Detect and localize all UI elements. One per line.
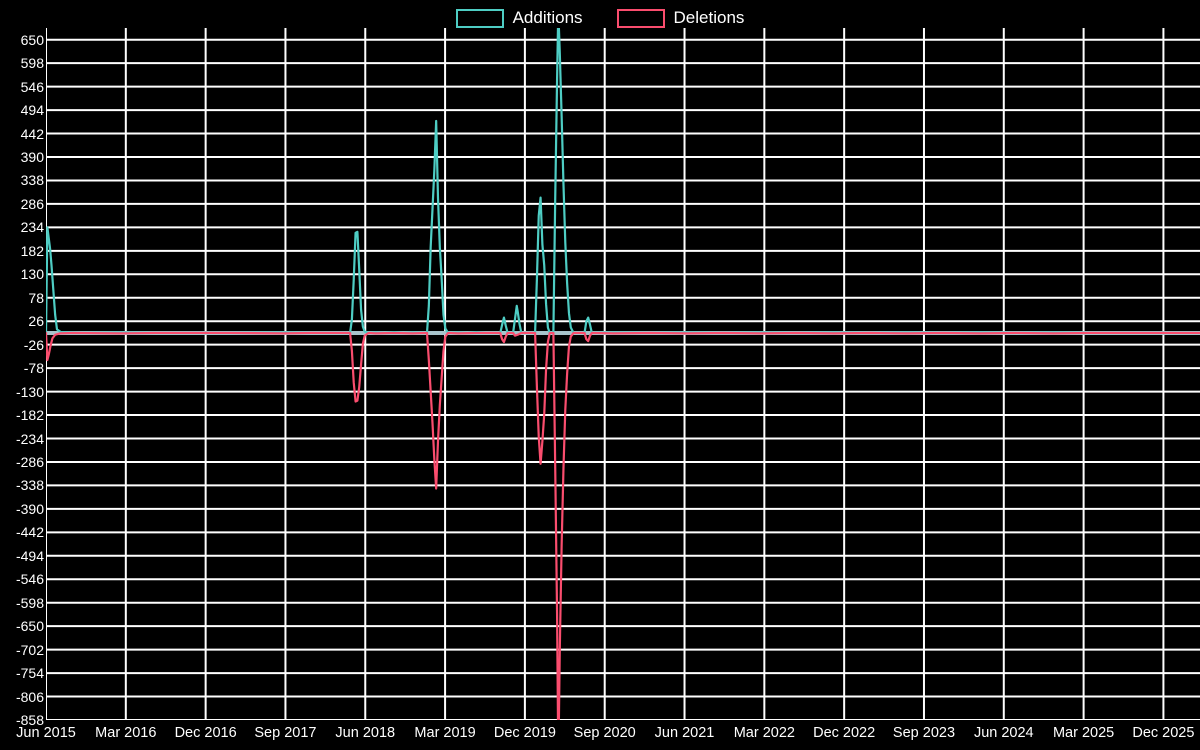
chart-legend: Additions Deletions (0, 0, 1200, 36)
x-tick-label: Mar 2016 (95, 725, 157, 741)
y-tick-label: -78 (23, 360, 44, 377)
y-tick-label: -130 (15, 383, 44, 400)
x-tick-label: Sep 2017 (254, 725, 317, 741)
horizontal-gridlines (46, 38, 1200, 720)
y-tick-label: -754 (15, 665, 44, 682)
y-tick-label: 650 (20, 31, 44, 48)
vertical-gridlines (46, 28, 1165, 720)
y-tick-label: 78 (28, 289, 44, 306)
y-tick-label: 390 (20, 149, 44, 166)
legend-entry-deletions[interactable]: Deletions (616, 8, 745, 28)
y-tick-label: -338 (15, 477, 44, 494)
x-tick-label: Jun 2018 (335, 725, 396, 741)
x-tick-label: Sep 2020 (573, 725, 636, 741)
y-tick-label: -390 (15, 500, 44, 517)
x-tick-label: Jun 2015 (16, 725, 76, 741)
y-tick-label: 494 (20, 102, 44, 119)
x-tick-label: Dec 2016 (174, 725, 237, 741)
y-tick-label: 26 (28, 313, 44, 330)
y-tick-label: -26 (23, 336, 44, 353)
y-tick-label: -858 (15, 712, 44, 728)
legend-label-deletions: Deletions (673, 8, 745, 27)
x-tick-label: Dec 2019 (493, 725, 556, 741)
x-tick-label: Sep 2023 (892, 725, 956, 741)
x-tick-label: Mar 2025 (1052, 725, 1115, 741)
x-tick-label: Dec 2022 (813, 725, 876, 741)
legend-swatch-additions-icon (455, 8, 504, 28)
y-tick-label: -650 (15, 618, 44, 635)
x-axis-tick-labels: Jun 2015 Mar 2016 Dec 2016 Sep 2017 Jun 2018… (0, 722, 1200, 750)
y-tick-label: -286 (15, 453, 44, 470)
y-tick-label: 286 (20, 195, 44, 212)
plot-area (46, 28, 1200, 720)
legend-label-additions: Additions (512, 8, 583, 27)
y-tick-label: 546 (20, 78, 44, 95)
x-tick-label: Mar 2019 (414, 725, 476, 741)
legend-entry-additions[interactable]: Additions (455, 8, 583, 28)
y-tick-label: 598 (20, 55, 44, 72)
y-tick-label: 182 (20, 242, 44, 259)
series-line-deletions (46, 331, 1200, 720)
x-tick-label: Dec 2025 (1132, 725, 1195, 741)
y-axis-tick-labels: 650 598 546 494 442 390 338 286 234 182 130 78 26 -26… (0, 0, 44, 750)
plot-background (46, 28, 1200, 720)
y-tick-label: 234 (20, 219, 44, 236)
y-tick-label: 338 (20, 172, 44, 189)
y-tick-label: -182 (15, 407, 44, 424)
y-tick-label: -234 (15, 430, 44, 447)
x-tick-label: Jun 2024 (973, 725, 1034, 741)
y-tick-label: 130 (20, 266, 44, 283)
y-tick-label: 442 (20, 125, 44, 142)
y-tick-label: -702 (15, 641, 44, 658)
y-tick-label: -494 (15, 547, 44, 564)
y-tick-label: -442 (15, 524, 44, 541)
legend-swatch-deletions-icon (616, 8, 665, 28)
y-tick-label: -598 (15, 594, 44, 611)
plot-svg (46, 28, 1200, 720)
x-tick-label: Mar 2022 (733, 725, 795, 741)
y-tick-label: -546 (15, 571, 44, 588)
y-tick-label: -806 (15, 688, 44, 705)
x-tick-label: Jun 2021 (654, 725, 715, 741)
